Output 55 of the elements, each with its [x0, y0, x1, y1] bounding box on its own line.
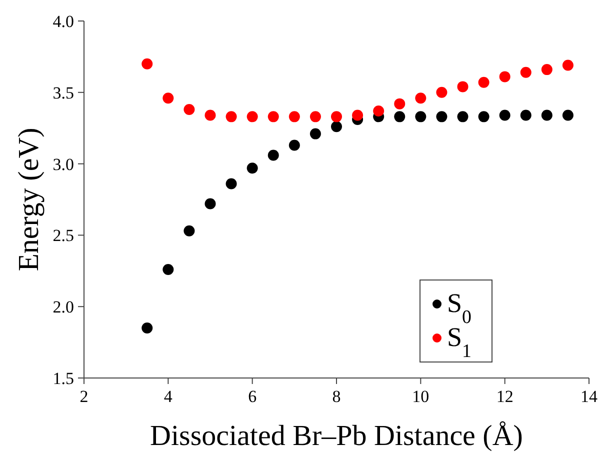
point — [142, 322, 153, 334]
x-axis-title: Dissociated Br–Pb Distance (Å) — [150, 420, 523, 452]
point — [162, 92, 174, 104]
x-tick-label: 6 — [248, 387, 257, 406]
point — [246, 111, 258, 122]
point — [246, 162, 258, 174]
y-tick-label: 1.5 — [52, 368, 74, 388]
y-tick-label: 3.0 — [52, 154, 74, 174]
x-tick-label: 2 — [80, 387, 88, 406]
point — [268, 111, 279, 122]
point — [310, 111, 321, 122]
y-tick-label: 4.0 — [52, 12, 74, 31]
y-tick-label: 3.5 — [52, 83, 74, 102]
point — [541, 64, 552, 76]
point — [562, 60, 574, 71]
point — [373, 105, 384, 116]
point — [394, 111, 406, 122]
point — [457, 81, 468, 92]
point — [288, 140, 300, 151]
point — [204, 198, 216, 210]
point — [457, 111, 468, 122]
point — [499, 110, 510, 121]
y-tick-label: 2.0 — [52, 298, 74, 317]
point — [520, 110, 532, 121]
point — [331, 111, 342, 122]
y-tick-label: 2.5 — [52, 226, 74, 246]
x-tick-label: 12 — [496, 387, 514, 406]
point — [268, 150, 279, 161]
x-tick-label: 4 — [164, 387, 173, 406]
point — [288, 111, 300, 122]
point — [226, 111, 237, 122]
point — [478, 76, 490, 88]
point — [478, 111, 490, 122]
point — [331, 121, 342, 132]
point — [415, 92, 426, 104]
point — [226, 178, 237, 190]
point — [204, 110, 216, 121]
point — [415, 111, 426, 122]
x-tick-label: 14 — [580, 387, 598, 406]
point — [142, 58, 153, 70]
point — [436, 86, 448, 98]
point — [394, 98, 406, 110]
point — [520, 66, 532, 78]
point — [352, 110, 364, 121]
point — [162, 264, 174, 275]
y-axis-title: Energy (eV) — [13, 128, 45, 272]
point — [499, 71, 510, 82]
point — [310, 128, 321, 140]
point — [184, 104, 195, 116]
point — [562, 110, 574, 121]
point — [541, 110, 552, 121]
x-tick-label: 10 — [412, 387, 430, 406]
x-tick-label: 8 — [332, 387, 341, 406]
point — [436, 111, 448, 122]
point — [184, 225, 195, 236]
